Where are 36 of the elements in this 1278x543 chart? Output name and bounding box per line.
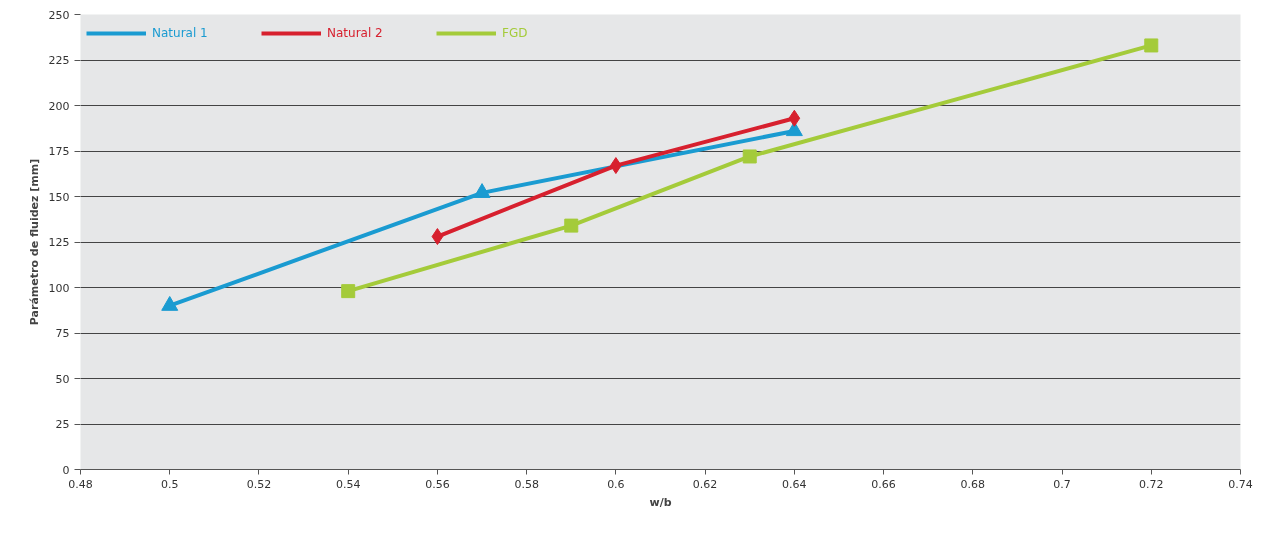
x-tick-label: 0.54 [335, 477, 361, 491]
x-tick-label: 0.68 [960, 477, 986, 491]
x-tick-label: 0.7 [1053, 477, 1071, 491]
legend-label: FGD [502, 26, 528, 40]
point [564, 218, 579, 233]
x-tick-label: 0.62 [692, 477, 718, 491]
x-tick-label: 0.74 [1228, 477, 1253, 491]
y-tick-label: 100 [48, 281, 70, 295]
x-tick-label: 0.64 [782, 477, 807, 491]
y-tick-label: 75 [55, 327, 70, 340]
y-tick-label: 150 [48, 190, 70, 204]
legend-label: Natural 1 [152, 26, 208, 40]
y-axis-title: Parámetro de fluidez [mm] [27, 158, 41, 326]
x-tick-label: 0.66 [871, 477, 896, 491]
legend-label: Natural 2 [327, 26, 383, 40]
y-tick-label: 50 [55, 372, 70, 386]
x-tick-label: 0.52 [246, 477, 272, 491]
point [431, 228, 444, 246]
x-tick-label: 0.56 [425, 477, 450, 491]
x-tick-label: 0.6 [607, 477, 625, 491]
y-tick-label: 125 [48, 236, 70, 249]
x-tick-label: 0.48 [68, 477, 93, 491]
y-tick-label: 250 [48, 8, 70, 22]
point [1144, 38, 1159, 53]
x-tick-label: 0.5 [160, 477, 179, 491]
point [742, 149, 757, 164]
point [788, 109, 801, 127]
y-tick-label: 0 [62, 463, 70, 477]
x-tick-label: 0.58 [514, 477, 539, 491]
y-tick-label: 175 [48, 145, 70, 158]
x-axis-title: w/b [649, 495, 672, 509]
x-tick-label: 0.72 [1139, 477, 1164, 491]
y-tick-label: 25 [55, 418, 70, 431]
point [341, 284, 356, 299]
y-tick-label: 200 [48, 99, 70, 113]
y-tick-label: 225 [48, 54, 70, 67]
